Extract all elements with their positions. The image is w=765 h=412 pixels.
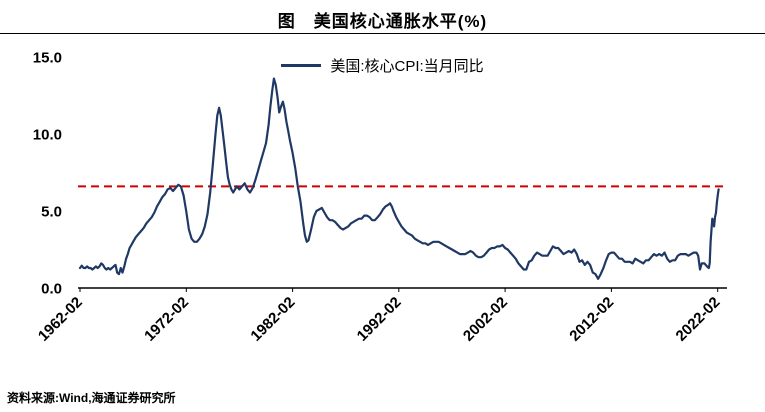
y-tick-label: 0.0 bbox=[41, 281, 62, 298]
y-tick-label: 5.0 bbox=[41, 204, 62, 221]
x-tick-label: 2002-02 bbox=[460, 294, 511, 345]
y-axis-labels: 0.0 5.0 10.0 15.0 bbox=[33, 50, 62, 298]
x-tick-label: 2012-02 bbox=[566, 294, 617, 345]
title-divider bbox=[0, 33, 765, 34]
y-tick-label: 15.0 bbox=[33, 50, 62, 67]
y-tick-label: 10.0 bbox=[33, 127, 62, 144]
x-tick-label: 1962-02 bbox=[35, 294, 86, 345]
chart-title: 图 美国核心通胀水平(%) bbox=[277, 12, 488, 31]
chart-legend: 美国:核心CPI:当月同比 bbox=[0, 55, 765, 76]
x-axis-labels: 1962-02 1972-02 1982-02 1992-02 2002-02 2012-… bbox=[35, 294, 724, 345]
x-tick-label: 1982-02 bbox=[247, 294, 298, 345]
x-tick-label: 1972-02 bbox=[141, 294, 192, 345]
x-tick-label: 2022-02 bbox=[673, 294, 724, 345]
source-note: 资料来源:Wind,海通证券研究所 bbox=[7, 391, 176, 405]
legend-label: 美国:核心CPI:当月同比 bbox=[330, 58, 484, 75]
core-cpi-line bbox=[78, 77, 720, 280]
legend-line-swatch bbox=[281, 64, 322, 67]
x-tick-label: 1992-02 bbox=[354, 294, 405, 345]
